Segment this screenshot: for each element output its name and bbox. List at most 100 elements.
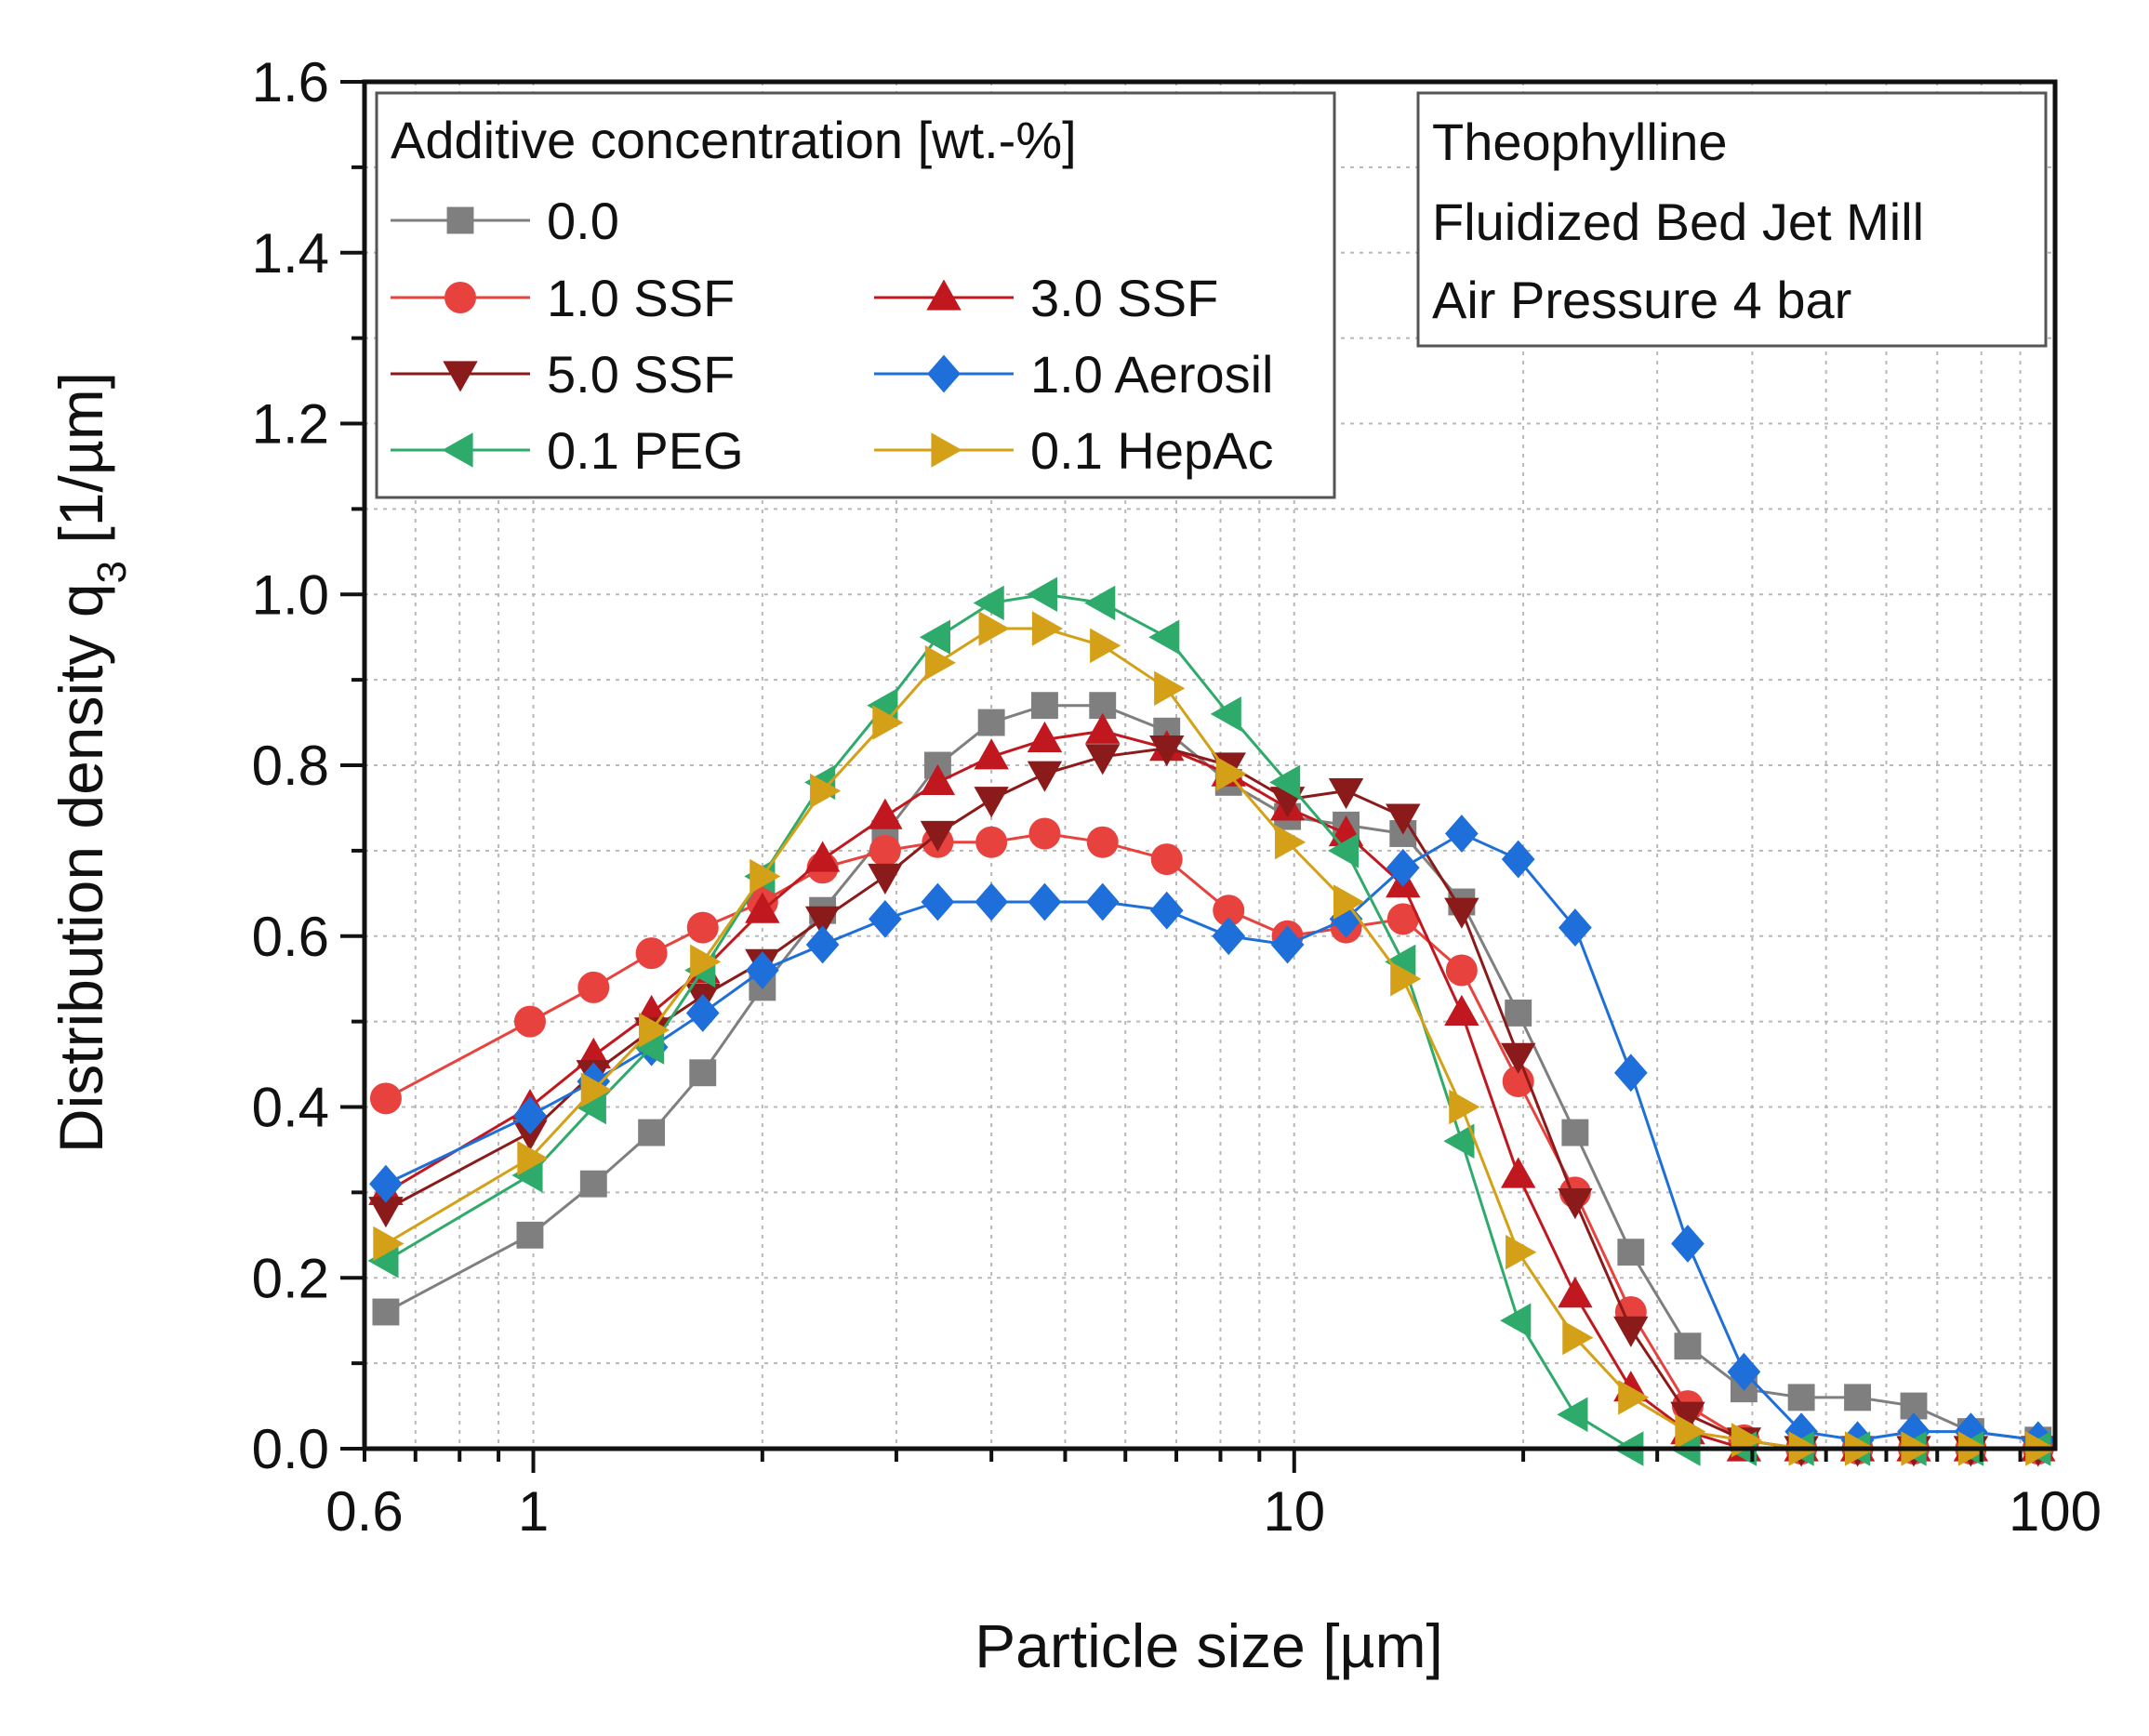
data-point <box>1028 882 1062 921</box>
data-point <box>804 841 841 872</box>
data-point <box>690 944 722 980</box>
data-point <box>686 911 719 944</box>
y-tick-label: 0.0 <box>252 1418 329 1480</box>
data-point <box>1385 944 1416 980</box>
legend-label: 1.0 Aerosil <box>1030 345 1274 404</box>
data-point <box>868 798 903 829</box>
x-tick-label: 0.6 <box>325 1480 403 1543</box>
legend-label: 0.0 <box>547 192 619 250</box>
data-point <box>1613 1054 1648 1093</box>
data-point <box>1026 576 1058 612</box>
y-tick-label: 1.2 <box>252 393 329 456</box>
legend-entry: 1.0 SSF <box>391 269 735 327</box>
y-tick-label: 0.8 <box>252 735 329 797</box>
annotation-line-2: Fluidized Bed Jet Mill <box>1432 192 1924 251</box>
y-axis-title: Distribution density q3 [1/µm] <box>46 372 135 1153</box>
y-tick-label: 0.2 <box>252 1247 329 1309</box>
data-point <box>1561 1119 1589 1146</box>
legend-marker <box>443 361 478 392</box>
series-line <box>385 704 2038 1442</box>
data-point <box>975 882 1009 921</box>
data-point <box>1085 744 1121 775</box>
annotation-box: Theophylline Fluidized Bed Jet Mill Air … <box>1416 91 2048 348</box>
data-point <box>513 1096 547 1135</box>
data-point <box>575 1089 606 1125</box>
legend-entry: 1.0 Aerosil <box>874 345 1274 404</box>
data-point <box>1090 628 1121 664</box>
data-point <box>1444 994 1479 1027</box>
data-point <box>1670 1401 1705 1433</box>
data-point <box>975 826 1008 858</box>
data-point <box>921 882 955 921</box>
data-point <box>369 1164 403 1203</box>
data-point <box>1269 764 1301 801</box>
data-point <box>373 1226 405 1262</box>
legend-marker <box>926 279 962 311</box>
y-axis-title-suffix: [1/µm] <box>46 372 115 561</box>
data-point <box>517 1140 549 1176</box>
data-point <box>1505 999 1532 1027</box>
data-point <box>1386 803 1421 835</box>
x-tick-label: 10 <box>1263 1480 1325 1543</box>
x-axis-title: Particle size [µm] <box>975 1611 1443 1680</box>
data-point <box>868 863 903 895</box>
y-axis-title-prefix: Distribution density q <box>46 583 115 1153</box>
data-point <box>369 1082 402 1115</box>
data-point <box>1617 1239 1645 1266</box>
data-point <box>1558 1187 1593 1220</box>
data-point <box>512 1120 548 1151</box>
data-point <box>1028 817 1061 850</box>
legend-box <box>375 91 1336 499</box>
y-tick-label: 1.4 <box>252 222 329 285</box>
data-point <box>869 899 902 938</box>
data-point <box>924 645 956 681</box>
legend-entry: 5.0 SSF <box>391 345 735 404</box>
legend-entry: 0.1 PEG <box>391 421 744 480</box>
data-point <box>1270 925 1305 964</box>
legend-marker <box>442 432 473 468</box>
x-tick-label: 1 <box>518 1480 549 1543</box>
y-tick-labels: 0.0 0.2 0.4 0.6 0.8 1.0 1.2 1.4 1.6 <box>252 51 329 1480</box>
data-point <box>1274 824 1307 860</box>
data-point <box>367 1243 399 1279</box>
series-layer <box>367 576 2057 1467</box>
annotation-frame <box>1416 91 2048 348</box>
legend-label: 3.0 SSF <box>1030 269 1218 327</box>
data-point <box>974 787 1009 818</box>
data-point <box>1031 611 1064 646</box>
data-point <box>1501 1042 1536 1074</box>
data-point <box>1449 1089 1480 1125</box>
data-point <box>1386 848 1420 887</box>
data-point <box>1328 833 1360 868</box>
data-point <box>1500 1303 1532 1338</box>
data-point <box>1213 895 1245 927</box>
data-point <box>372 1298 400 1326</box>
data-point <box>977 709 1005 736</box>
data-point <box>1149 735 1185 767</box>
y-tick-label: 0.6 <box>252 906 329 968</box>
data-point <box>1150 843 1183 876</box>
legend-entries: 0.0 1.0 SSF 3.0 SSF 5.0 SSF 1.0 Aerosil 0.1 P… <box>391 192 1274 480</box>
annotation-line-1: Theophylline <box>1432 113 1728 171</box>
y-tick-label: 1.0 <box>252 563 329 626</box>
data-point <box>745 951 779 989</box>
data-point <box>1613 1316 1649 1347</box>
data-point <box>580 1072 612 1107</box>
data-point <box>805 925 840 964</box>
data-point <box>804 906 841 937</box>
data-point <box>920 763 956 795</box>
data-point <box>1031 692 1058 720</box>
data-point <box>1562 1319 1594 1356</box>
series-line <box>385 831 2038 1442</box>
data-point <box>745 892 780 923</box>
data-point <box>1154 670 1186 707</box>
legend-label: 5.0 SSF <box>547 345 735 404</box>
data-point <box>978 611 1010 646</box>
data-point <box>810 773 842 809</box>
data-point <box>1558 1277 1593 1308</box>
data-point <box>1084 585 1116 621</box>
data-point <box>1559 908 1592 947</box>
data-point <box>639 1013 670 1048</box>
data-point <box>1844 1384 1872 1411</box>
data-point <box>1085 882 1120 921</box>
